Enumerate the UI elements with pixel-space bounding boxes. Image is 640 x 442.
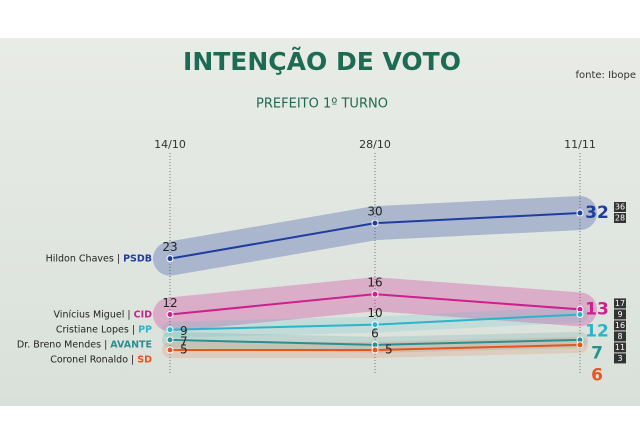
interval-box: [614, 202, 626, 212]
data-label: 5: [385, 343, 393, 357]
screen: [0, 38, 640, 406]
point: [371, 321, 379, 329]
end-label: 12: [585, 321, 609, 341]
point: [166, 346, 174, 354]
legend-party: PSDB: [123, 253, 152, 264]
point: [576, 310, 584, 318]
data-label: 16: [367, 276, 382, 290]
x-tick-label: 28/10: [359, 138, 391, 151]
legend-label: Hildon Chaves | PSDB: [46, 253, 152, 264]
point: [371, 219, 379, 227]
data-label: 9: [180, 324, 188, 338]
source: fonte: Ibope: [575, 70, 636, 81]
point: [166, 336, 174, 344]
legend-party: CID: [134, 309, 153, 320]
interval-box: [614, 213, 626, 223]
interval-box: [614, 353, 626, 364]
legend-party: SD: [137, 354, 152, 365]
data-label: 5: [180, 343, 188, 357]
interval-label: 16: [615, 321, 625, 330]
point: [371, 346, 379, 354]
legend-sep: |: [128, 354, 137, 365]
legend-label: Cristiane Lopes | PP: [56, 324, 152, 335]
interval-label: 3: [617, 354, 622, 363]
x-tick-label: 14/10: [154, 138, 186, 151]
point: [576, 209, 584, 217]
chart-title: INTENÇÃO DE VOTO: [183, 47, 461, 76]
x-tick-label: 11/11: [564, 138, 596, 151]
interval-box: [614, 342, 626, 353]
data-label: 30: [367, 205, 382, 219]
legend-name: Coronel Ronaldo: [50, 354, 128, 365]
point: [166, 255, 174, 263]
legend-label: Dr. Breno Mendes | AVANTE: [17, 339, 152, 350]
interval-label: 9: [617, 310, 622, 319]
legend-sep: |: [101, 339, 110, 350]
end-label: 32: [585, 203, 609, 223]
point: [166, 326, 174, 334]
interval-box: [614, 320, 626, 331]
interval-box: [614, 298, 626, 309]
legend-sep: |: [124, 309, 133, 320]
end-label: 7: [591, 343, 603, 363]
interval-label: 17: [615, 299, 625, 308]
legend-party: PP: [138, 324, 152, 335]
end-label: 13: [585, 299, 609, 319]
legend-label: Vinícius Miguel | CID: [54, 309, 153, 320]
point: [166, 310, 174, 318]
data-label: 6: [371, 326, 379, 340]
interval-label: 28: [615, 214, 625, 223]
interval-label: 36: [615, 203, 625, 212]
point: [371, 290, 379, 298]
data-label: 23: [162, 240, 177, 254]
legend-name: Hildon Chaves: [46, 253, 114, 264]
data-label: 10: [367, 306, 382, 320]
interval-box: [614, 309, 626, 320]
chart-subtitle: PREFEITO 1º TURNO: [256, 97, 388, 112]
data-label: 12: [162, 296, 177, 310]
interval-label: 11: [615, 343, 625, 352]
legend-label: Coronel Ronaldo | SD: [50, 354, 152, 365]
interval-box: [614, 331, 626, 342]
legend-party: AVANTE: [110, 339, 152, 350]
legend-name: Cristiane Lopes: [56, 324, 129, 335]
legend-name: Dr. Breno Mendes: [17, 339, 101, 350]
legend-sep: |: [129, 324, 138, 335]
legend-name: Vinícius Miguel: [54, 309, 125, 320]
legend-sep: |: [114, 253, 123, 264]
end-label: 6: [591, 365, 603, 385]
data-label: 7: [180, 334, 188, 348]
point: [576, 341, 584, 349]
interval-label: 8: [617, 332, 622, 341]
